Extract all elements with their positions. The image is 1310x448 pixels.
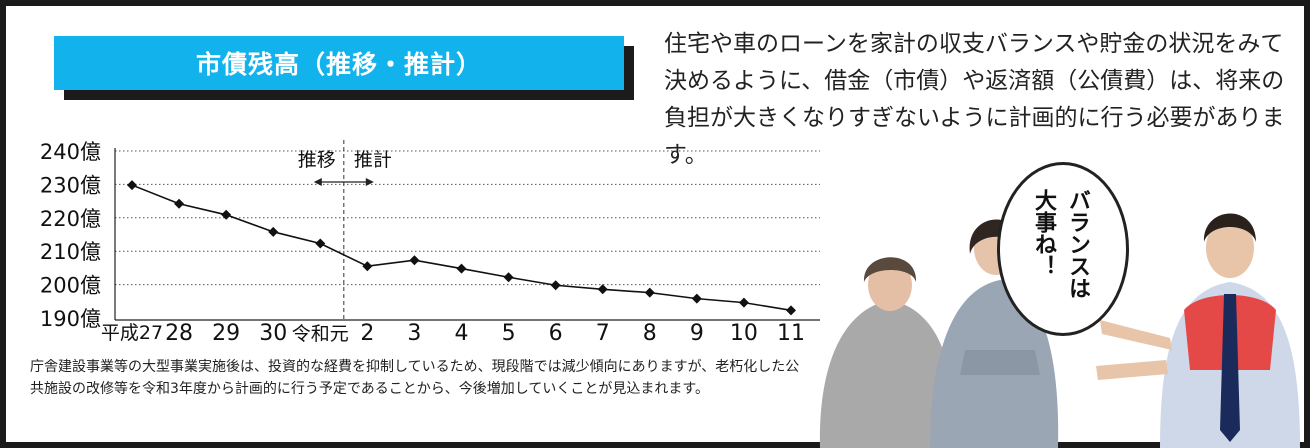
x-tick-label: 令和元 (292, 323, 349, 345)
bubble-text-line1: バランスは (1065, 189, 1090, 299)
y-tick-label: 210億 (40, 240, 101, 264)
data-point (786, 305, 796, 316)
x-tick-label: 8 (643, 321, 657, 346)
arrow-head-right (365, 178, 374, 186)
x-tick-label: 11 (777, 321, 805, 346)
x-tick-label: 28 (165, 321, 193, 346)
data-point (221, 209, 232, 220)
data-point (127, 180, 137, 191)
people-illustration (819, 213, 1300, 448)
data-point (597, 284, 608, 295)
x-tick-label: 平成27 (101, 322, 163, 344)
speech-bubble: バランスは 大事ね！ (997, 162, 1129, 336)
label-transition: 推移 (298, 149, 336, 171)
y-tick-label: 240億 (40, 140, 101, 164)
x-tick-label: 3 (407, 321, 421, 346)
data-point (738, 297, 749, 308)
data-point (503, 272, 514, 283)
chart-title: 市債残高（推移・推計） (54, 36, 624, 90)
data-point (174, 198, 185, 209)
note-text: 庁舎建設事業等の大型事業実施後は、投資的な経費を抑制しているため、現段階では減少… (30, 359, 800, 397)
x-tick-label: 9 (690, 321, 704, 346)
arrow-head-left (313, 178, 322, 186)
data-point (456, 263, 467, 274)
label-estimate: 推計 (354, 149, 392, 171)
description-text: 住宅や車のローンを家計の収支バランスや貯金の状況をみて決めるように、借金（市債）… (664, 31, 1285, 168)
y-tick-label: 190億 (40, 307, 101, 331)
x-tick-label: 29 (212, 321, 240, 346)
data-point (691, 293, 702, 304)
bubble-text-line2: 大事ね！ (1031, 189, 1056, 277)
x-tick-label: 6 (549, 321, 563, 346)
y-tick-label: 220億 (40, 207, 101, 231)
data-point (362, 261, 373, 272)
x-tick-label: 7 (596, 321, 610, 346)
data-point (409, 255, 420, 266)
data-point (550, 280, 561, 291)
y-tick-label: 230億 (40, 173, 101, 197)
y-tick-label: 200億 (40, 274, 101, 298)
x-tick-label: 2 (360, 321, 374, 346)
data-point (644, 287, 655, 298)
x-tick-label: 10 (730, 321, 758, 346)
series-line (131, 184, 792, 312)
x-tick-label: 30 (259, 321, 287, 346)
x-tick-label: 5 (502, 321, 516, 346)
data-point (268, 226, 279, 237)
data-point (315, 238, 326, 249)
x-tick-label: 4 (455, 321, 469, 346)
